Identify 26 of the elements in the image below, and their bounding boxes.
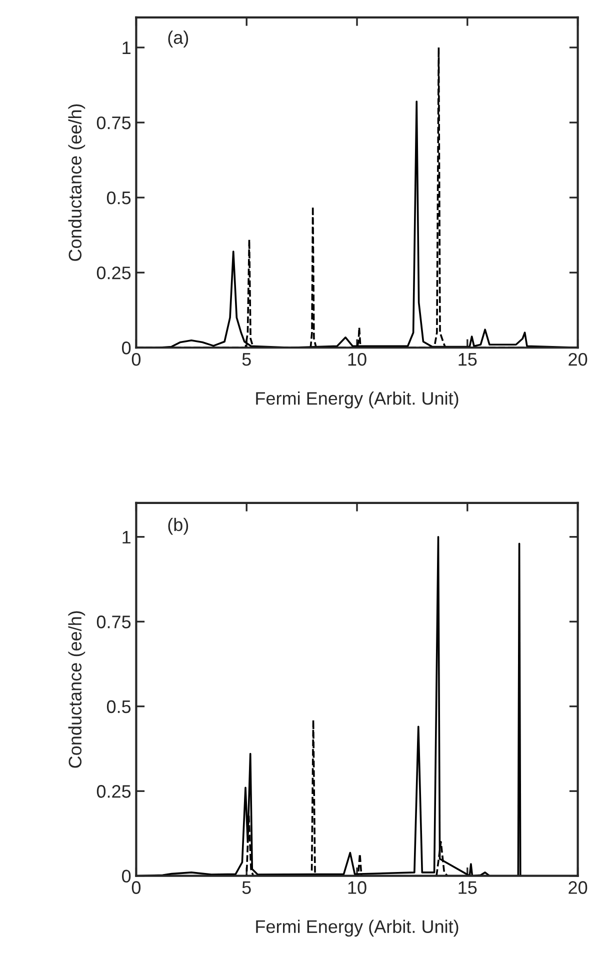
x-tick-label: 15 [458, 353, 477, 366]
annotation: (b) [168, 518, 188, 535]
y-tick-label: 0 [122, 342, 131, 354]
y-tick-label: 0.25 [96, 785, 131, 798]
y-tick-label: 0.75 [96, 116, 131, 130]
y-tick-label: 1 [122, 42, 130, 54]
y-tick-label: 0.5 [106, 700, 131, 714]
y-axis-title: Conductance (ee/h) [68, 104, 86, 261]
x-tick-label: 10 [348, 352, 366, 366]
x-axis-title: Fermi Energy (Arbit. Unit) [256, 392, 458, 408]
x-tick-label: 5 [242, 353, 251, 366]
y-axis-title: Conductance (ee/h) [68, 611, 86, 768]
x-tick-label: 0 [132, 352, 141, 366]
y-tick-label: 0.25 [96, 266, 131, 280]
y-tick-label: 1 [122, 530, 130, 544]
x-tick-label: 15 [458, 881, 477, 894]
x-tick-label: 20 [568, 352, 588, 366]
x-axis-title: Fermi Energy (Arbit. Unit) [256, 920, 458, 937]
x-tick-label: 0 [132, 881, 141, 894]
x-tick-label: 5 [242, 881, 251, 894]
annotation: (a) [168, 30, 188, 48]
x-tick-label: 10 [348, 881, 366, 894]
x-tick-label: 20 [568, 881, 588, 894]
y-tick-label: 0 [122, 870, 131, 883]
y-tick-label: 0.5 [106, 191, 131, 204]
y-tick-label: 0.75 [96, 616, 131, 628]
